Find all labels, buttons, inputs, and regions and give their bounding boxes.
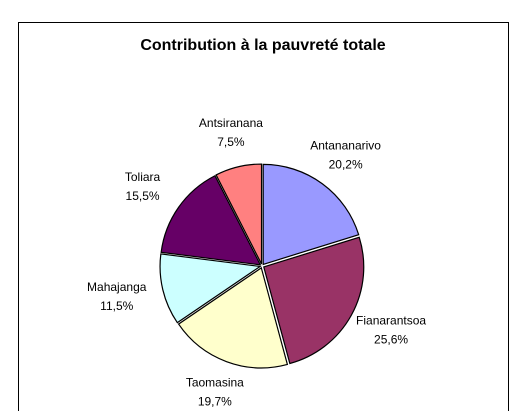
slice-value-label: 19,7%: [198, 395, 232, 409]
slice-value-label: 20,2%: [329, 158, 363, 172]
pie-slice: [159, 253, 262, 324]
slice-value-label: 7,5%: [217, 135, 245, 149]
slice-label: Fianarantsoa: [356, 314, 426, 328]
chart-title: Contribution à la pauvreté totale: [140, 37, 385, 54]
slice-label: Mahajanga: [87, 280, 147, 294]
pie-slice: [177, 266, 289, 369]
pie-slice: [215, 163, 263, 265]
slice-label: Antananarivo: [310, 139, 381, 153]
slice-label: Antsiranana: [199, 116, 263, 130]
slice-value-label: 11,5%: [100, 299, 133, 313]
slice-label: Taomasina: [186, 376, 244, 390]
pie-slice: [263, 236, 365, 365]
slice-value-label: 15,5%: [126, 189, 160, 203]
slice-value-label: 25,6%: [374, 333, 408, 347]
pie-slice: [262, 163, 360, 266]
slice-label: Toliara: [125, 170, 161, 184]
pie-slice: [160, 174, 262, 266]
